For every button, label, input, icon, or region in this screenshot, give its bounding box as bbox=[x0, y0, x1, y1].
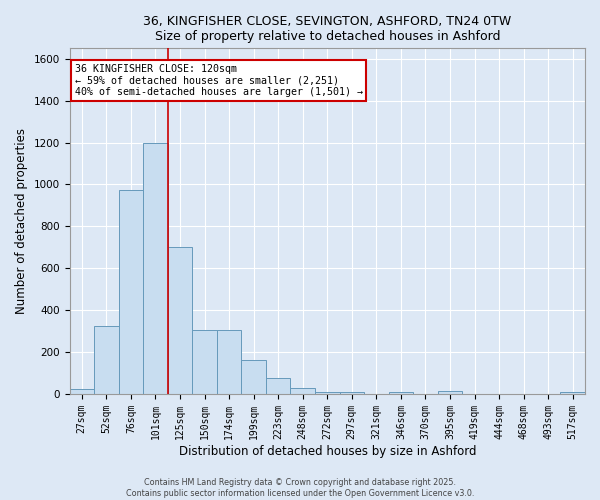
Bar bbox=[217, 330, 241, 394]
Bar bbox=[70, 388, 94, 394]
Bar bbox=[315, 392, 340, 394]
Title: 36, KINGFISHER CLOSE, SEVINGTON, ASHFORD, TN24 0TW
Size of property relative to : 36, KINGFISHER CLOSE, SEVINGTON, ASHFORD… bbox=[143, 15, 511, 43]
Bar bbox=[94, 326, 119, 394]
Bar bbox=[119, 190, 143, 394]
X-axis label: Distribution of detached houses by size in Ashford: Distribution of detached houses by size … bbox=[179, 444, 476, 458]
Bar bbox=[192, 330, 217, 394]
Bar bbox=[266, 378, 290, 394]
Bar bbox=[340, 392, 364, 394]
Bar bbox=[168, 248, 192, 394]
Text: Contains HM Land Registry data © Crown copyright and database right 2025.
Contai: Contains HM Land Registry data © Crown c… bbox=[126, 478, 474, 498]
Y-axis label: Number of detached properties: Number of detached properties bbox=[15, 128, 28, 314]
Text: 36 KINGFISHER CLOSE: 120sqm
← 59% of detached houses are smaller (2,251)
40% of : 36 KINGFISHER CLOSE: 120sqm ← 59% of det… bbox=[74, 64, 362, 97]
Bar bbox=[143, 142, 168, 394]
Bar bbox=[560, 392, 585, 394]
Bar bbox=[389, 392, 413, 394]
Bar bbox=[241, 360, 266, 394]
Bar bbox=[438, 391, 462, 394]
Bar bbox=[290, 388, 315, 394]
